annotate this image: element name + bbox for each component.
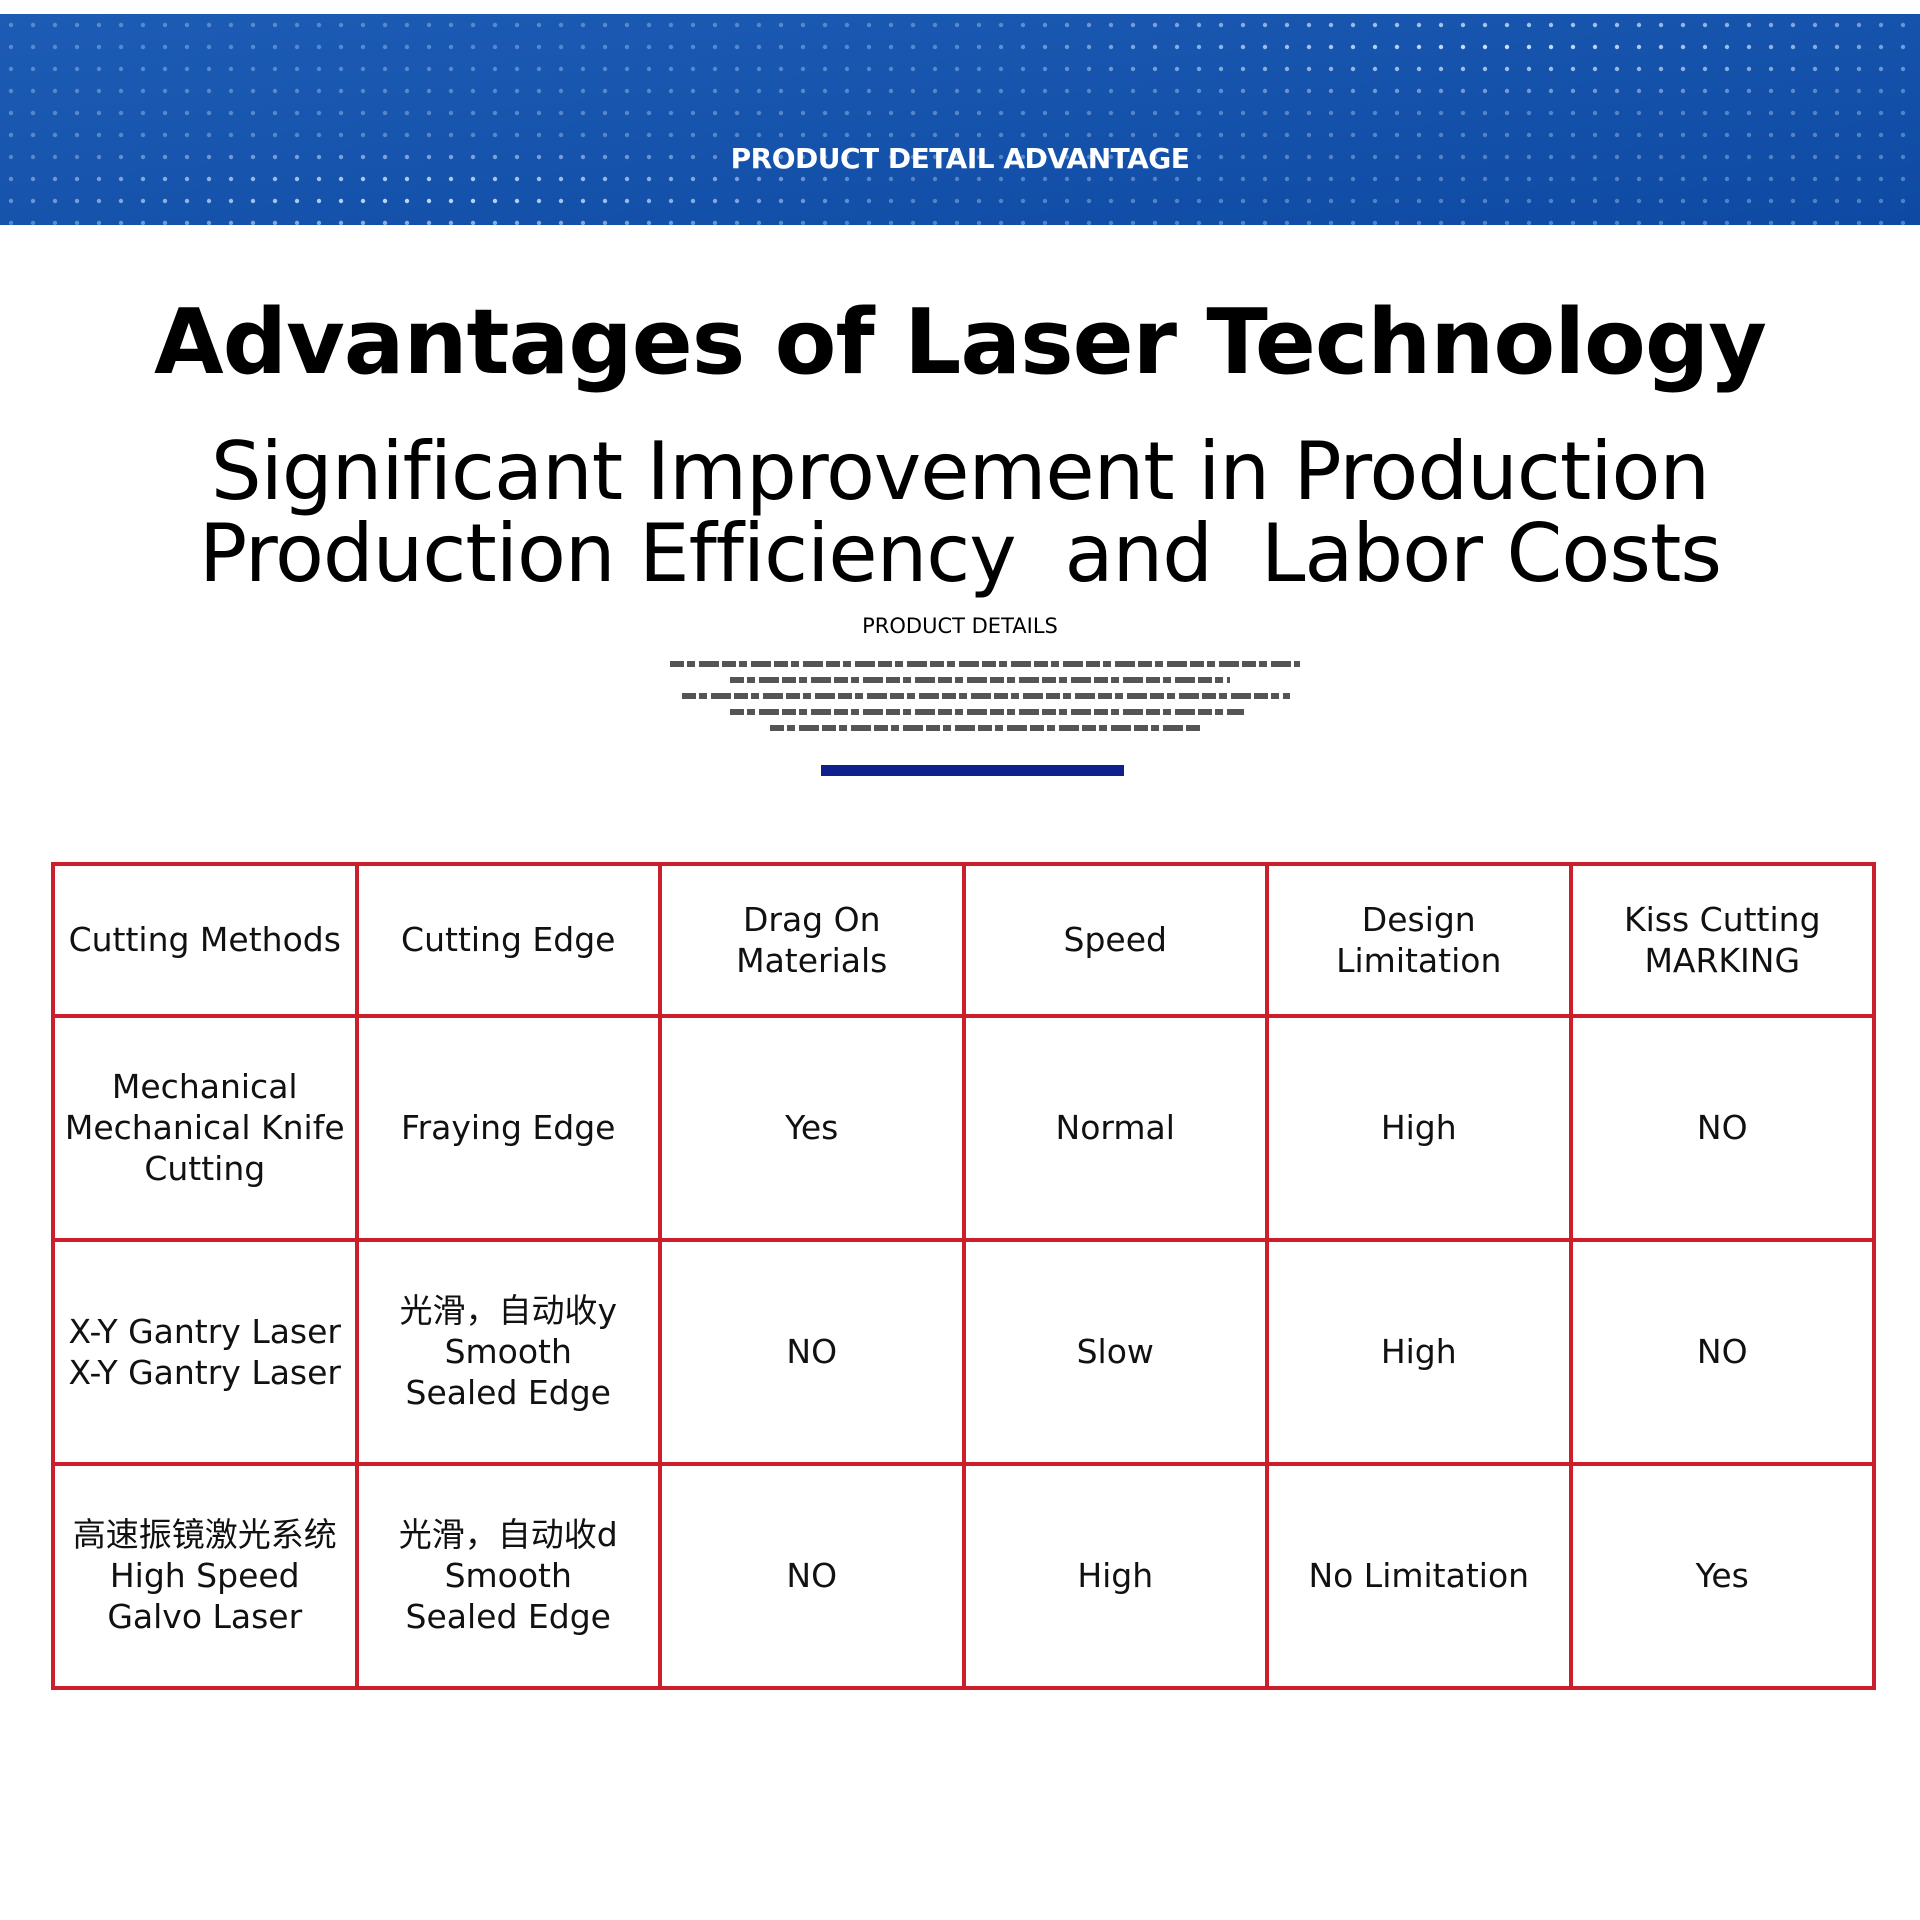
table-cell: Fraying Edge xyxy=(354,1013,662,1242)
table-cell: NO xyxy=(658,1237,966,1466)
table-row: 高速振镜激光系统 High Speed Galvo Laser 光滑，自动收d S… xyxy=(51,1461,1876,1691)
section-label: PRODUCT DETAILS xyxy=(862,614,1058,638)
table-cell: Yes xyxy=(1568,1461,1876,1691)
table-cell: X-Y Gantry Laser X-Y Gantry Laser xyxy=(51,1237,359,1466)
header-cell: Design Limitation xyxy=(1265,862,1573,1018)
table-cell: NO xyxy=(1568,1013,1876,1242)
table-cell: High xyxy=(1265,1237,1573,1466)
subtitle: Significant Improvement in Production xyxy=(210,425,1710,518)
table-cell: Normal xyxy=(961,1013,1269,1242)
table-cell: High xyxy=(1265,1013,1573,1242)
table-cell: 光滑，自动收d Smooth Sealed Edge xyxy=(354,1461,662,1691)
header-row: Cutting Methods Cutting Edge Drag On Mater… xyxy=(51,862,1876,1018)
banner-label: PRODUCT DETAIL ADVANTAGE xyxy=(730,142,1190,175)
title: Advantages of Laser Technology xyxy=(154,290,1767,395)
table-cell: Slow xyxy=(961,1237,1269,1466)
table-cell: NO xyxy=(1568,1237,1876,1466)
table-cell: NO xyxy=(658,1461,966,1691)
subtitle: Production Efficiency and Labor Costs xyxy=(198,507,1722,600)
header-cell: Cutting Edge xyxy=(354,862,662,1018)
table-row: Mechanical Mechanical Knife Cutting Frayi… xyxy=(51,1013,1876,1242)
table-cell: 高速振镜激光系统 High Speed Galvo Laser xyxy=(51,1461,359,1691)
divider xyxy=(821,765,1124,776)
fine-print xyxy=(670,661,1300,731)
header-cell: Kiss Cutting MARKING xyxy=(1568,862,1876,1018)
table-cell: High xyxy=(961,1461,1269,1691)
header-cell: Drag On Materials xyxy=(658,862,966,1018)
table-cell: 光滑，自动收y Smooth Sealed Edge xyxy=(354,1237,662,1466)
table-cell: Yes xyxy=(658,1013,966,1242)
table-cell: Mechanical Mechanical Knife Cutting xyxy=(51,1013,359,1242)
header-cell: Speed xyxy=(961,862,1269,1018)
banner xyxy=(0,14,1920,225)
table-cell: No Limitation xyxy=(1265,1461,1573,1691)
comparison-table: Cutting Methods Cutting Edge Drag On Mater… xyxy=(51,862,1876,1691)
header-cell: Cutting Methods xyxy=(51,862,359,1018)
table-row: X-Y Gantry Laser X-Y Gantry Laser 光滑，自动收y… xyxy=(51,1237,1876,1466)
